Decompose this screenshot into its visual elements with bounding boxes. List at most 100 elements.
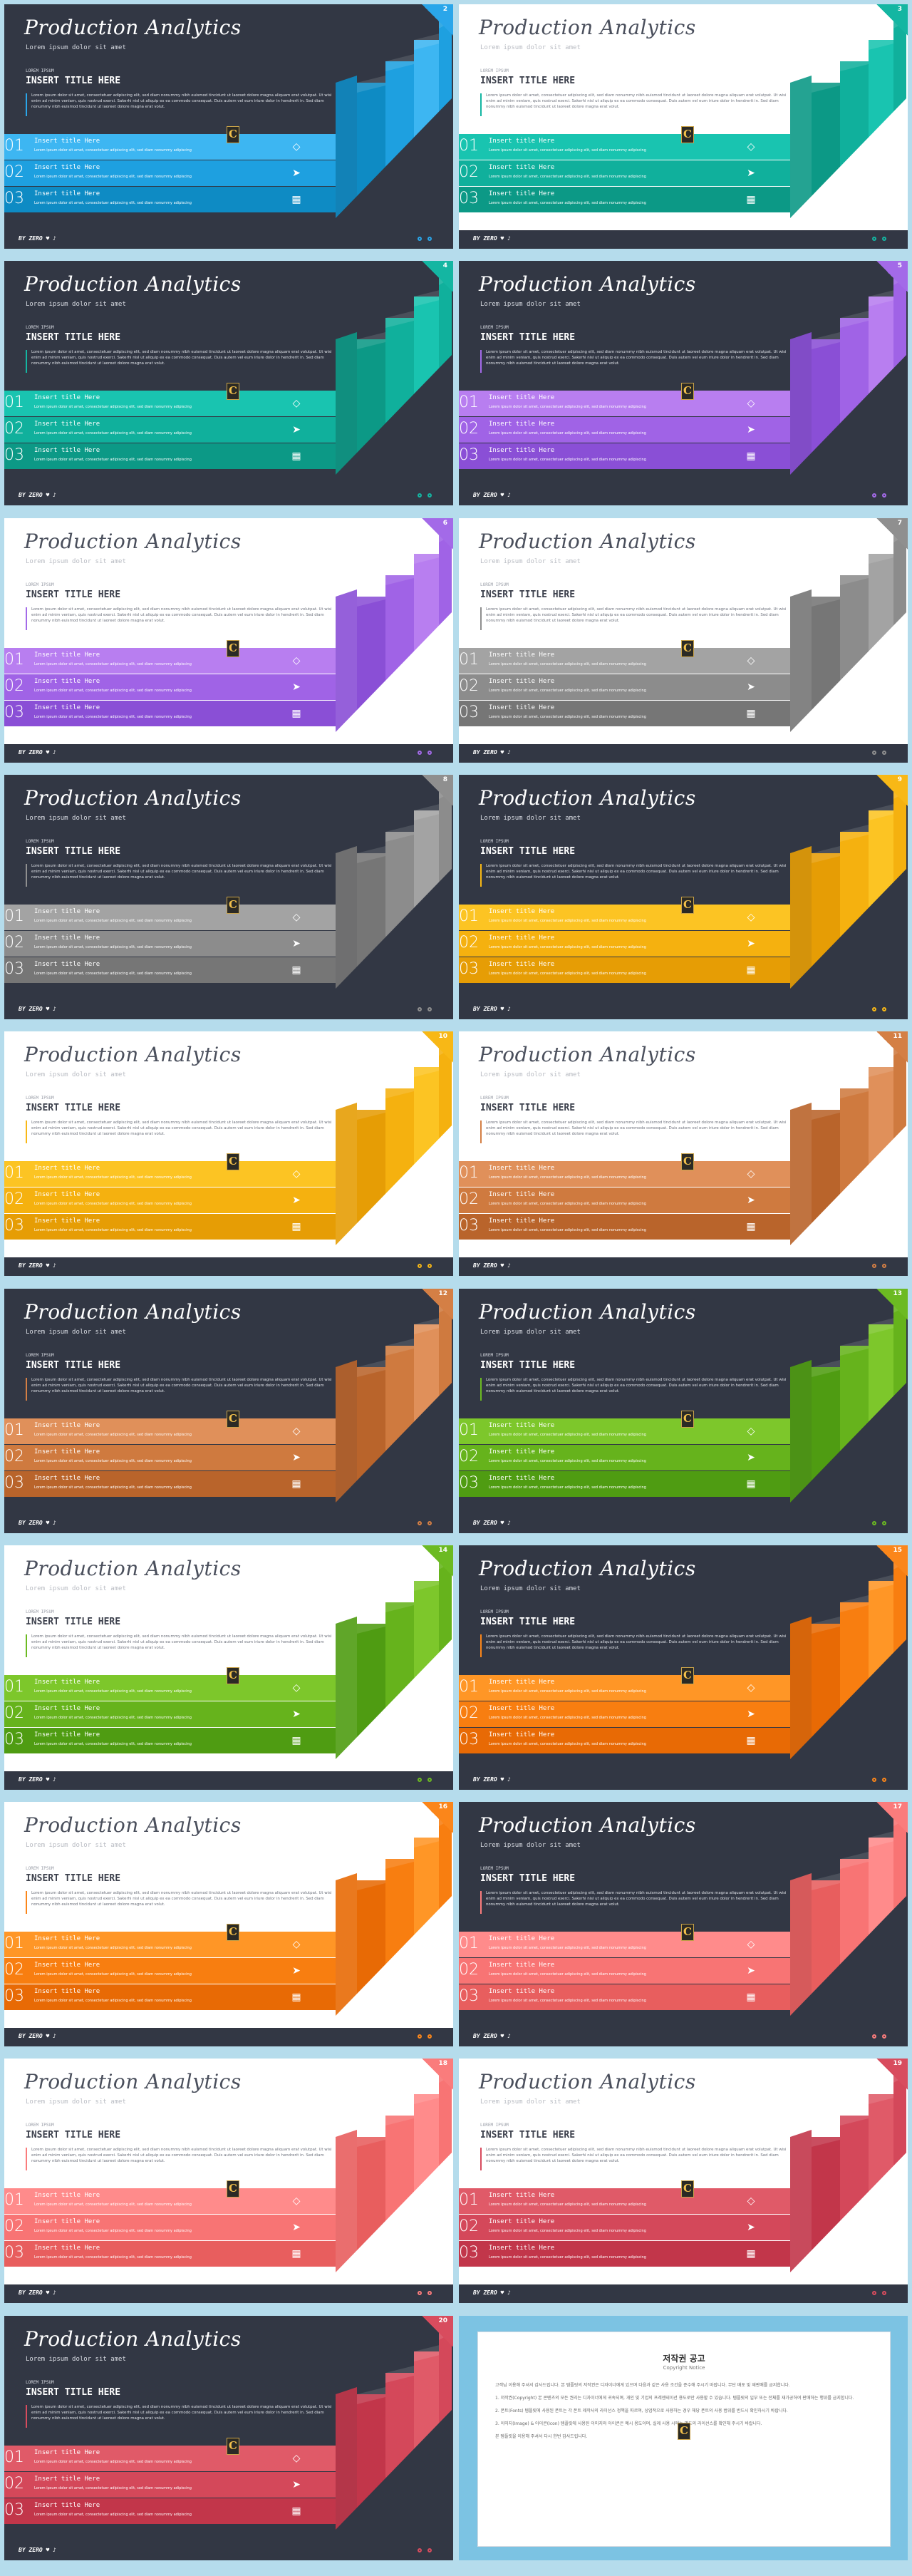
list-item[interactable]: 01 Insert title Here Lorem ipsum dolor sit… <box>459 391 790 417</box>
list-item[interactable]: 03 Insert title Here Lorem ipsum dolor sit… <box>459 1470 790 1497</box>
list-item[interactable]: 02 Insert title Here Lorem ipsum dolor sit… <box>459 160 790 186</box>
list-item[interactable]: 02 Insert title Here Lorem ipsum dolor sit… <box>4 674 336 700</box>
list-item[interactable]: 03 Insert title Here Lorem ipsum dolor sit… <box>4 187 336 212</box>
list-item[interactable]: 01 Insert title Here Lorem ipsum dolor sit… <box>4 1674 336 1701</box>
list-item[interactable]: 01 Insert title Here Lorem ipsum dolor sit… <box>459 1674 790 1701</box>
list-item[interactable]: 03 Insert title Here Lorem ipsum dolor sit… <box>4 2241 336 2267</box>
list-item[interactable]: 01 Insert title Here Lorem ipsum dolor sit… <box>459 1418 790 1444</box>
nav-dot-2[interactable] <box>428 2291 432 2296</box>
list-item[interactable]: 01 Insert title Here Lorem ipsum dolor sit… <box>4 134 336 160</box>
nav-dot-1[interactable] <box>872 1777 876 1782</box>
list-item[interactable]: 02 Insert title Here Lorem ipsum dolor sit… <box>459 417 790 443</box>
slide-7[interactable]: 7 Production Analytics Lorem ipsum dolor s… <box>459 517 908 763</box>
nav-dot-1[interactable] <box>418 2291 422 2296</box>
list-item[interactable]: 02 Insert title Here Lorem ipsum dolor sit… <box>4 2215 336 2241</box>
list-item[interactable]: 02 Insert title Here Lorem ipsum dolor sit… <box>4 930 336 957</box>
list-item[interactable]: 01 Insert title Here Lorem ipsum dolor sit… <box>4 1418 336 1444</box>
list-item[interactable]: 02 Insert title Here Lorem ipsum dolor sit… <box>459 1444 790 1470</box>
nav-dot-2[interactable] <box>882 1264 886 1269</box>
list-item[interactable]: 02 Insert title Here Lorem ipsum dolor sit… <box>4 160 336 186</box>
list-item[interactable]: 03 Insert title Here Lorem ipsum dolor sit… <box>459 2241 790 2267</box>
slide-13[interactable]: 13 Production Analytics Lorem ipsum dolor … <box>459 1288 908 1533</box>
list-item[interactable]: 01 Insert title Here Lorem ipsum dolor sit… <box>4 2188 336 2215</box>
slide-15[interactable]: 15 Production Analytics Lorem ipsum dolor … <box>459 1545 908 1790</box>
nav-dot-1[interactable] <box>872 2291 876 2296</box>
slide-18[interactable]: 18 Production Analytics Lorem ipsum dolor … <box>4 2059 453 2304</box>
list-item[interactable]: 02 Insert title Here Lorem ipsum dolor sit… <box>4 1701 336 1727</box>
list-item[interactable]: 01 Insert title Here Lorem ipsum dolor sit… <box>4 391 336 417</box>
nav-dot-1[interactable] <box>418 1520 422 1525</box>
slide-copyright[interactable]: 저작권 공고 Copyright Notice 고객님 이용해 주셔서 감사드립니다… <box>459 2315 908 2560</box>
list-item[interactable]: 02 Insert title Here Lorem ipsum dolor sit… <box>4 1958 336 1984</box>
list-item[interactable]: 03 Insert title Here Lorem ipsum dolor sit… <box>459 1727 790 1753</box>
list-item[interactable]: 03 Insert title Here Lorem ipsum dolor sit… <box>459 1214 790 1240</box>
slide-12[interactable]: 12 Production Analytics Lorem ipsum dolor … <box>4 1288 453 1533</box>
slide-16[interactable]: 16 Production Analytics Lorem ipsum dolor … <box>4 1802 453 2047</box>
list-item[interactable]: 02 Insert title Here Lorem ipsum dolor sit… <box>4 1187 336 1214</box>
list-item[interactable]: 01 Insert title Here Lorem ipsum dolor sit… <box>4 647 336 674</box>
nav-dot-2[interactable] <box>428 750 432 755</box>
list-item[interactable]: 03 Insert title Here Lorem ipsum dolor sit… <box>459 1984 790 2011</box>
list-item[interactable]: 02 Insert title Here Lorem ipsum dolor sit… <box>4 1444 336 1470</box>
list-item[interactable]: 02 Insert title Here Lorem ipsum dolor sit… <box>459 674 790 700</box>
list-item[interactable]: 01 Insert title Here Lorem ipsum dolor sit… <box>459 1161 790 1187</box>
list-item[interactable]: 02 Insert title Here Lorem ipsum dolor sit… <box>459 1187 790 1214</box>
list-item[interactable]: 01 Insert title Here Lorem ipsum dolor sit… <box>459 904 790 930</box>
slide-4[interactable]: 4 Production Analytics Lorem ipsum dolor s… <box>4 261 453 506</box>
nav-dot-2[interactable] <box>428 1264 432 1269</box>
slide-20[interactable]: 20 Production Analytics Lorem ipsum dolor … <box>4 2315 453 2560</box>
list-item[interactable]: 01 Insert title Here Lorem ipsum dolor sit… <box>459 134 790 160</box>
slide-11[interactable]: 11 Production Analytics Lorem ipsum dolor … <box>459 1031 908 1277</box>
slide-8[interactable]: 8 Production Analytics Lorem ipsum dolor s… <box>4 774 453 1019</box>
list-item[interactable]: 03 Insert title Here Lorem ipsum dolor sit… <box>459 957 790 983</box>
nav-dot-1[interactable] <box>418 493 422 498</box>
nav-dot-2[interactable] <box>882 1520 886 1525</box>
nav-dot-1[interactable] <box>872 1520 876 1525</box>
list-item[interactable]: 02 Insert title Here Lorem ipsum dolor sit… <box>459 1958 790 1984</box>
nav-dot-1[interactable] <box>418 2547 422 2552</box>
nav-dot-1[interactable] <box>872 1264 876 1269</box>
list-item[interactable]: 03 Insert title Here Lorem ipsum dolor sit… <box>4 1984 336 2011</box>
list-item[interactable]: 01 Insert title Here Lorem ipsum dolor sit… <box>4 1161 336 1187</box>
list-item[interactable]: 03 Insert title Here Lorem ipsum dolor sit… <box>4 957 336 983</box>
nav-dot-1[interactable] <box>872 237 876 241</box>
nav-dot-2[interactable] <box>428 237 432 241</box>
nav-dot-2[interactable] <box>882 750 886 755</box>
nav-dot-1[interactable] <box>418 1777 422 1782</box>
list-item[interactable]: 01 Insert title Here Lorem ipsum dolor sit… <box>459 647 790 674</box>
list-item[interactable]: 02 Insert title Here Lorem ipsum dolor sit… <box>459 930 790 957</box>
slide-2[interactable]: 2 Production Analytics Lorem ipsum dolor s… <box>4 4 453 249</box>
list-item[interactable]: 03 Insert title Here Lorem ipsum dolor sit… <box>459 187 790 212</box>
slide-17[interactable]: 17 Production Analytics Lorem ipsum dolor … <box>459 1802 908 2047</box>
nav-dot-1[interactable] <box>418 1006 422 1011</box>
list-item[interactable]: 02 Insert title Here Lorem ipsum dolor sit… <box>459 2215 790 2241</box>
nav-dot-1[interactable] <box>872 750 876 755</box>
list-item[interactable]: 02 Insert title Here Lorem ipsum dolor sit… <box>459 1701 790 1727</box>
list-item[interactable]: 03 Insert title Here Lorem ipsum dolor sit… <box>459 700 790 726</box>
nav-dot-2[interactable] <box>428 1006 432 1011</box>
nav-dot-1[interactable] <box>872 1006 876 1011</box>
list-item[interactable]: 03 Insert title Here Lorem ipsum dolor sit… <box>4 2498 336 2524</box>
list-item[interactable]: 02 Insert title Here Lorem ipsum dolor sit… <box>4 2471 336 2498</box>
nav-dot-1[interactable] <box>418 1264 422 1269</box>
nav-dot-1[interactable] <box>418 750 422 755</box>
list-item[interactable]: 03 Insert title Here Lorem ipsum dolor sit… <box>4 1214 336 1240</box>
nav-dot-2[interactable] <box>882 2291 886 2296</box>
list-item[interactable]: 02 Insert title Here Lorem ipsum dolor sit… <box>4 417 336 443</box>
list-item[interactable]: 01 Insert title Here Lorem ipsum dolor sit… <box>459 2188 790 2215</box>
nav-dot-2[interactable] <box>882 1006 886 1011</box>
slide-14[interactable]: 14 Production Analytics Lorem ipsum dolor … <box>4 1545 453 1790</box>
nav-dot-2[interactable] <box>882 1777 886 1782</box>
nav-dot-2[interactable] <box>882 2034 886 2039</box>
nav-dot-2[interactable] <box>428 1777 432 1782</box>
slide-10[interactable]: 10 Production Analytics Lorem ipsum dolor … <box>4 1031 453 1277</box>
list-item[interactable]: 01 Insert title Here Lorem ipsum dolor sit… <box>459 1932 790 1958</box>
list-item[interactable]: 01 Insert title Here Lorem ipsum dolor sit… <box>4 1932 336 1958</box>
nav-dot-1[interactable] <box>872 2034 876 2039</box>
nav-dot-2[interactable] <box>882 237 886 241</box>
nav-dot-2[interactable] <box>428 2547 432 2552</box>
nav-dot-2[interactable] <box>428 1520 432 1525</box>
nav-dot-2[interactable] <box>882 493 886 498</box>
slide-3[interactable]: 3 Production Analytics Lorem ipsum dolor s… <box>459 4 908 249</box>
list-item[interactable]: 03 Insert title Here Lorem ipsum dolor sit… <box>459 443 790 470</box>
